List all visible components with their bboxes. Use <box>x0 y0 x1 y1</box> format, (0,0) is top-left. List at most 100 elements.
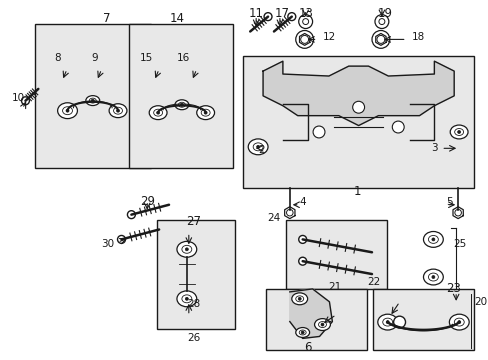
Circle shape <box>185 297 188 300</box>
Text: 29: 29 <box>140 195 154 208</box>
Bar <box>243 56 473 188</box>
Ellipse shape <box>314 319 330 330</box>
Ellipse shape <box>299 330 305 335</box>
Polygon shape <box>375 33 385 45</box>
Ellipse shape <box>62 107 72 114</box>
Circle shape <box>185 248 188 251</box>
Ellipse shape <box>423 269 443 285</box>
Ellipse shape <box>423 231 443 247</box>
Polygon shape <box>299 33 309 45</box>
Circle shape <box>127 211 135 219</box>
Bar <box>157 220 235 329</box>
Text: 17: 17 <box>274 7 289 20</box>
Text: 18: 18 <box>411 32 424 42</box>
Text: 24: 24 <box>267 213 280 222</box>
Ellipse shape <box>453 318 463 326</box>
Circle shape <box>156 111 159 114</box>
Ellipse shape <box>449 125 467 139</box>
Circle shape <box>287 13 295 21</box>
Circle shape <box>378 19 384 24</box>
Text: 3: 3 <box>430 143 437 153</box>
Ellipse shape <box>253 143 263 151</box>
Text: 4: 4 <box>299 197 305 207</box>
Text: 28: 28 <box>187 299 200 309</box>
Text: 5: 5 <box>446 197 452 207</box>
Text: 25: 25 <box>452 239 466 249</box>
Circle shape <box>66 109 69 112</box>
Circle shape <box>295 31 313 48</box>
Text: 9: 9 <box>91 53 98 63</box>
Ellipse shape <box>153 109 162 116</box>
Polygon shape <box>452 207 462 219</box>
Text: 26: 26 <box>187 333 200 343</box>
Circle shape <box>431 275 434 279</box>
Circle shape <box>91 99 94 102</box>
Ellipse shape <box>182 295 191 303</box>
Ellipse shape <box>427 273 437 281</box>
Ellipse shape <box>177 291 196 307</box>
Circle shape <box>454 210 461 216</box>
Ellipse shape <box>113 107 122 114</box>
Circle shape <box>180 103 183 106</box>
Circle shape <box>386 321 388 324</box>
Circle shape <box>352 101 364 113</box>
Polygon shape <box>284 207 294 219</box>
Circle shape <box>391 121 404 133</box>
Circle shape <box>374 15 388 28</box>
Circle shape <box>457 130 460 134</box>
Ellipse shape <box>86 96 100 105</box>
Text: 8: 8 <box>54 53 61 63</box>
Circle shape <box>298 15 312 28</box>
Polygon shape <box>263 61 453 126</box>
Circle shape <box>117 235 125 243</box>
Ellipse shape <box>427 235 437 243</box>
Ellipse shape <box>175 100 188 110</box>
Circle shape <box>457 321 460 324</box>
Circle shape <box>298 235 306 243</box>
Text: 27: 27 <box>186 215 201 228</box>
Text: 16: 16 <box>177 53 190 63</box>
Ellipse shape <box>196 106 214 120</box>
Bar <box>372 289 473 350</box>
Ellipse shape <box>89 98 96 103</box>
Polygon shape <box>289 289 332 338</box>
Text: 23: 23 <box>445 282 460 295</box>
Ellipse shape <box>382 318 392 326</box>
Ellipse shape <box>248 139 267 155</box>
Text: 21: 21 <box>328 282 341 292</box>
Circle shape <box>320 323 324 326</box>
Circle shape <box>393 316 405 328</box>
Circle shape <box>431 238 434 241</box>
Text: 14: 14 <box>169 12 184 25</box>
Text: 19: 19 <box>377 7 391 20</box>
Text: 20: 20 <box>473 297 486 307</box>
Circle shape <box>298 257 306 265</box>
Circle shape <box>264 13 271 21</box>
Ellipse shape <box>318 321 326 328</box>
Ellipse shape <box>291 293 307 305</box>
Circle shape <box>204 111 207 114</box>
Ellipse shape <box>177 242 196 257</box>
Ellipse shape <box>178 102 185 107</box>
Text: 10: 10 <box>12 93 25 103</box>
Text: 30: 30 <box>101 239 114 249</box>
Text: 15: 15 <box>140 53 153 63</box>
Bar <box>35 23 151 168</box>
Circle shape <box>256 145 259 148</box>
Ellipse shape <box>109 104 127 118</box>
Circle shape <box>300 35 308 43</box>
Circle shape <box>301 331 304 334</box>
Ellipse shape <box>182 246 191 253</box>
Circle shape <box>116 109 119 112</box>
Circle shape <box>371 31 389 48</box>
Ellipse shape <box>201 109 210 116</box>
Ellipse shape <box>377 314 397 330</box>
Circle shape <box>301 36 307 43</box>
Text: 22: 22 <box>367 277 380 287</box>
Ellipse shape <box>58 103 77 118</box>
Text: 12: 12 <box>322 32 335 42</box>
Text: 2: 2 <box>258 145 264 155</box>
Bar <box>129 23 233 168</box>
Ellipse shape <box>448 314 468 330</box>
Bar <box>265 289 366 350</box>
